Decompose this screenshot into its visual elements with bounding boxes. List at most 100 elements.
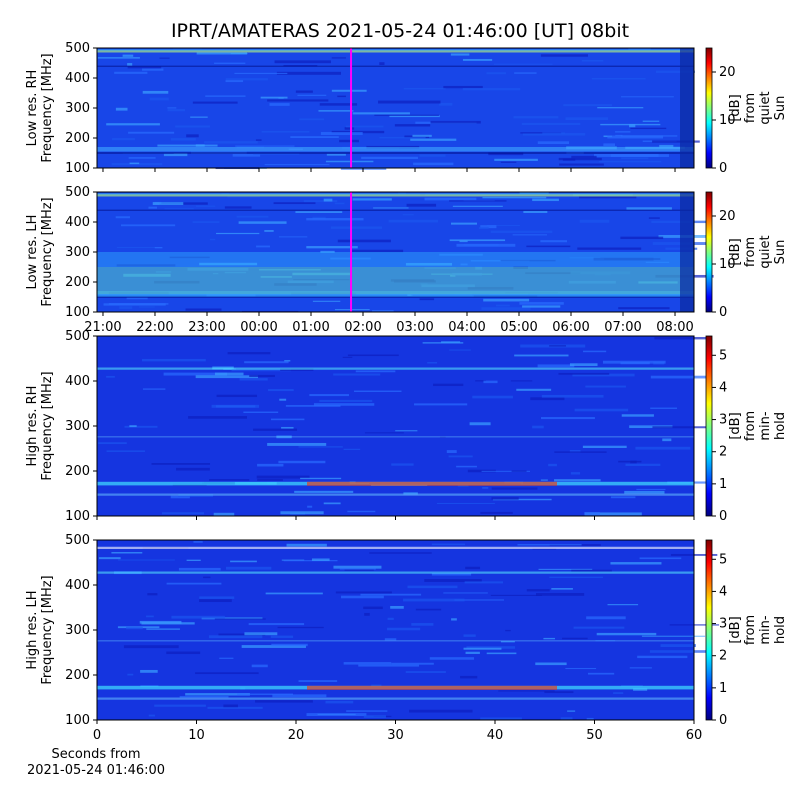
spectrogram-texture <box>352 198 392 201</box>
spectrogram-texture <box>307 505 313 508</box>
spectrogram-texture <box>454 599 504 601</box>
y-axis-label: Low res. LH Frequency [MHz] <box>25 197 55 307</box>
spectrogram-texture <box>186 134 199 138</box>
spectrogram-texture <box>565 117 609 121</box>
spectrogram-edge <box>680 48 694 168</box>
spectrogram-texture <box>120 224 176 227</box>
spectrogram-texture <box>274 60 331 64</box>
spectrogram-texture <box>330 226 383 229</box>
spectrogram-texture <box>98 557 121 560</box>
spectrogram-texture <box>238 221 287 224</box>
spectrogram-texture <box>320 132 363 135</box>
spectrogram-texture <box>582 445 627 449</box>
spectrogram-texture <box>293 279 350 281</box>
spectrogram-texture <box>341 595 384 599</box>
spectrogram-texture <box>114 71 148 74</box>
y-tick-label: 100 <box>65 305 90 320</box>
spectrogram-texture <box>239 378 268 381</box>
spectrogram-texture <box>294 490 354 493</box>
spectrogram-texture <box>224 271 247 274</box>
spectrogram-texture <box>331 89 367 92</box>
spectrogram-texture <box>373 207 409 209</box>
spectrogram-texture <box>271 643 308 647</box>
spectrogram-texture <box>185 308 222 311</box>
spectrogram-texture <box>449 349 471 351</box>
spectrogram-texture <box>201 617 263 620</box>
spectrogram-texture <box>343 662 392 665</box>
spectrogram-texture <box>243 411 279 413</box>
spectrogram-texture <box>178 567 221 571</box>
spectrogram-texture <box>436 502 495 504</box>
spectrogram-texture <box>573 626 625 629</box>
spectrogram-texture <box>169 256 210 259</box>
spectrogram-texture <box>571 569 612 572</box>
colorbar-label: [dB] from quiet Sun <box>728 235 788 269</box>
spectrogram-texture <box>141 622 195 625</box>
spectrogram-texture <box>594 273 611 276</box>
spectrogram-band <box>97 152 694 154</box>
spectrogram-texture <box>624 490 665 494</box>
spectrogram-texture <box>660 644 696 648</box>
spectrogram-texture <box>419 298 435 301</box>
spectrogram-texture <box>337 95 346 98</box>
x-tick-label: 06:00 <box>552 320 589 335</box>
spectrogram-texture <box>260 96 288 99</box>
spectrogram-texture <box>303 200 338 203</box>
spectrogram-texture <box>462 58 493 61</box>
spectrogram-texture <box>311 558 330 561</box>
spectrogram-texture <box>279 398 287 401</box>
spectrogram-texture <box>388 219 439 223</box>
spectrogram-texture <box>106 375 115 378</box>
spectrogram-texture <box>415 608 442 611</box>
spectrogram-texture <box>166 651 201 655</box>
spectrogram-texture <box>558 372 610 375</box>
spectrogram-texture <box>480 511 513 514</box>
spectrogram-texture <box>565 667 597 670</box>
spectrogram-texture <box>361 156 418 160</box>
spectrogram-texture <box>199 599 232 603</box>
y-tick-label: 500 <box>65 533 90 548</box>
spectrogram-texture <box>123 273 171 277</box>
spectrogram-texture <box>427 362 438 364</box>
spectrogram-texture <box>568 280 616 284</box>
spectrogram-texture <box>129 162 140 165</box>
spectrogram-texture <box>466 646 516 649</box>
spectrogram-texture <box>142 388 166 390</box>
spectrogram-texture <box>457 485 469 487</box>
spectrogram-texture <box>498 690 555 692</box>
spectrogram-texture <box>569 449 581 453</box>
colorbar-tick-label: 0 <box>719 161 727 176</box>
spectrogram-texture <box>540 417 595 420</box>
spectrogram-texture <box>267 99 329 102</box>
spectrogram-texture <box>295 90 313 93</box>
spectrogram-texture <box>560 717 573 720</box>
spectrogram-texture <box>662 438 672 442</box>
spectrogram-texture <box>610 562 662 565</box>
spectrogram-texture <box>195 205 216 207</box>
spectrogram-texture <box>159 202 208 205</box>
spectrogram-texture <box>196 51 247 55</box>
spectrogram-texture <box>519 302 564 305</box>
x-tick-label: 30 <box>387 728 404 743</box>
spectrogram-texture <box>390 279 435 282</box>
spectrogram-texture <box>586 717 594 721</box>
y-axis-label: High res. LH Frequency [MHz] <box>25 575 55 685</box>
spectrogram-texture <box>333 373 381 376</box>
spectrogram-texture <box>645 261 670 263</box>
spectrogram-texture <box>318 110 354 112</box>
y-tick-label: 400 <box>65 374 90 389</box>
spectrogram-texture <box>414 403 468 406</box>
x-tick-label: 04:00 <box>448 320 485 335</box>
spectrogram-texture <box>641 635 706 637</box>
spectrogram-texture <box>470 260 530 262</box>
spectrogram-texture <box>526 589 550 592</box>
spectrogram-texture <box>223 704 238 708</box>
spectrogram-texture <box>155 271 172 273</box>
spectrogram-texture <box>199 596 235 599</box>
x-tick-label: 60 <box>686 728 703 743</box>
spectrogram-texture <box>532 425 544 429</box>
spectrogram-texture <box>424 197 477 201</box>
x-tick-label: 03:00 <box>396 320 433 335</box>
spectrogram-texture <box>551 588 573 590</box>
